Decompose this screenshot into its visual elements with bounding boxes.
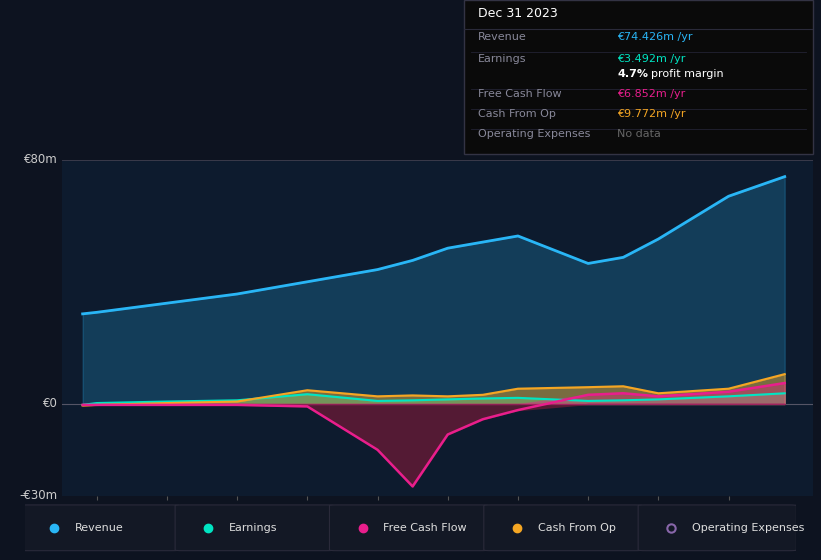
Text: 4.7%: 4.7% bbox=[617, 69, 649, 79]
FancyBboxPatch shape bbox=[21, 505, 179, 550]
Text: Dec 31 2023: Dec 31 2023 bbox=[478, 7, 557, 20]
Text: Cash From Op: Cash From Op bbox=[538, 523, 616, 533]
Text: No data: No data bbox=[617, 129, 661, 139]
Text: Operating Expenses: Operating Expenses bbox=[478, 129, 590, 139]
FancyBboxPatch shape bbox=[175, 505, 333, 550]
FancyBboxPatch shape bbox=[484, 505, 642, 550]
Text: -€30m: -€30m bbox=[20, 489, 57, 502]
Text: Revenue: Revenue bbox=[478, 32, 526, 42]
Text: €3.492m /yr: €3.492m /yr bbox=[617, 54, 686, 63]
Text: Free Cash Flow: Free Cash Flow bbox=[383, 523, 467, 533]
Text: Cash From Op: Cash From Op bbox=[478, 109, 556, 119]
FancyBboxPatch shape bbox=[329, 505, 488, 550]
Text: Earnings: Earnings bbox=[229, 523, 277, 533]
Text: profit margin: profit margin bbox=[650, 69, 723, 79]
Text: Revenue: Revenue bbox=[75, 523, 123, 533]
Text: €0: €0 bbox=[43, 398, 57, 410]
Text: €80m: €80m bbox=[24, 153, 57, 166]
Text: €74.426m /yr: €74.426m /yr bbox=[617, 32, 693, 42]
Text: Free Cash Flow: Free Cash Flow bbox=[478, 89, 562, 99]
FancyBboxPatch shape bbox=[638, 505, 796, 550]
Text: €6.852m /yr: €6.852m /yr bbox=[617, 89, 686, 99]
Text: Earnings: Earnings bbox=[478, 54, 526, 63]
Text: €9.772m /yr: €9.772m /yr bbox=[617, 109, 686, 119]
Text: Operating Expenses: Operating Expenses bbox=[692, 523, 805, 533]
